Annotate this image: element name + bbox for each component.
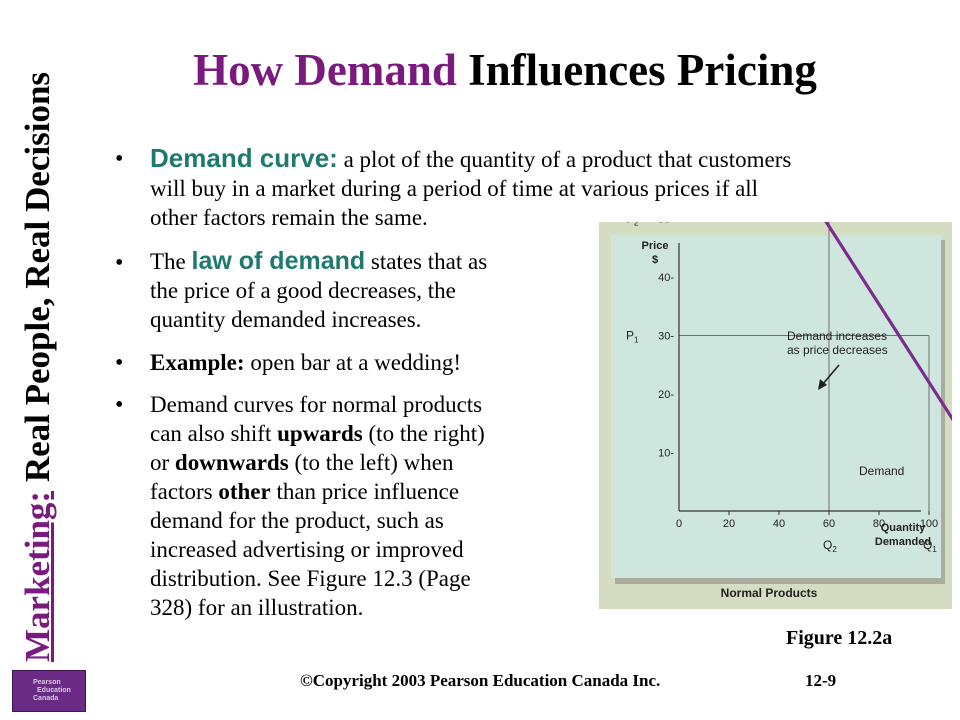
bold-other: other	[218, 479, 271, 504]
title-part-a: How Demand	[193, 45, 457, 95]
bullet-line: other factors remain the same.	[150, 205, 428, 230]
bullet-text: factors	[150, 479, 219, 504]
bullet-line: Demand curves for normal products	[150, 392, 483, 417]
annotation-arrowhead	[818, 379, 827, 390]
curve-annotation: Demand increases	[787, 329, 887, 343]
title-part-b: Influences Pricing	[456, 45, 817, 95]
copyright-footer: ©Copyright 2003 Pearson Education Canada…	[300, 671, 661, 690]
bullet-line: demand for the product, such as	[150, 508, 444, 533]
demand-curve-line	[824, 222, 952, 422]
bullet-line: quantity demanded increases.	[150, 307, 422, 332]
bullet-line: increased advertising or improved	[150, 537, 464, 562]
slide-number: 12-9	[805, 671, 837, 690]
bullet-text: (to the left) when	[288, 450, 454, 475]
bullet-line: the price of a good decreases, the	[150, 278, 456, 303]
bullet-line: Example: open bar at a wedding!	[150, 348, 590, 377]
bullet-law-of-demand: The law of demand states that as the pri…	[150, 247, 590, 334]
bullet-dot: •	[115, 250, 124, 276]
bullet-dot: •	[115, 146, 124, 172]
bullet-text: states that as	[365, 249, 488, 274]
bullet-line: Demand curve: a plot of the quantity of …	[150, 144, 910, 174]
logo-line: Canada	[33, 695, 59, 702]
term-demand-curve: Demand curve:	[150, 143, 338, 173]
bullet-line: factors other than price influence	[150, 477, 595, 506]
y-axis-unit: $	[652, 254, 658, 266]
price-marker-label: P2	[626, 222, 639, 228]
bullet-line: 328) for an illustration.	[150, 595, 364, 620]
bullet-dot: •	[115, 392, 124, 418]
side-label: Marketing: Real People, Real Decisions	[8, 22, 68, 662]
annotation-arrow	[821, 364, 840, 386]
bullet-example: Example: open bar at a wedding!	[150, 348, 590, 377]
bullet-line: or downwards (to the left) when	[150, 448, 595, 477]
y-tick-label: 50-	[658, 222, 674, 226]
bullet-text: than price influence	[270, 479, 460, 504]
plot-background	[611, 235, 941, 578]
example-label: Example:	[150, 350, 245, 375]
bullet-text: (to the right)	[362, 421, 485, 446]
x-tick-label: 40	[773, 518, 785, 530]
x-axis-label: Quantity	[881, 522, 926, 534]
logo-line: Pearson	[33, 679, 61, 686]
term-law-of-demand: law of demand	[191, 247, 366, 275]
x-tick-label: 20	[723, 518, 735, 530]
x-tick-label: 0	[676, 518, 682, 530]
curve-annotation-2: as price decreases	[787, 343, 888, 357]
x-tick-label: 100	[920, 518, 938, 530]
bullet-text: can also shift	[150, 421, 278, 446]
y-tick-label: 30-	[658, 331, 674, 343]
x-axis-label-2: Demanded	[875, 536, 931, 548]
page-title: How Demand Influences Pricing	[0, 44, 960, 96]
bold-downwards: downwards	[174, 450, 289, 475]
bold-upwards: upwards	[277, 421, 363, 446]
logo-line: Education	[37, 687, 71, 694]
side-label-marketing: Marketing:	[18, 490, 57, 662]
series-legend-label: Demand	[859, 464, 904, 478]
bullet-line: distribution. See Figure 12.3 (Page	[150, 566, 471, 591]
y-tick-label: 10-	[658, 448, 674, 460]
y-tick-label: 20-	[658, 389, 674, 401]
figure-caption: Figure 12.2a	[786, 627, 893, 649]
bullet-line: will buy in a market during a period of …	[150, 176, 759, 201]
bullet-text: The	[150, 249, 192, 274]
panel-caption: Normal Products	[721, 586, 818, 600]
x-tick-label: 60	[823, 518, 835, 530]
bullet-text: or	[150, 450, 175, 475]
bullet-demand-shift: Demand curves for normal products can al…	[150, 390, 595, 622]
bullet-dot: •	[115, 350, 124, 376]
bullet-line: The law of demand states that as	[150, 247, 590, 276]
y-axis-label: Price	[642, 240, 669, 252]
x-tick-label: 80	[873, 518, 885, 530]
publisher-logo: Pearson Education Canada	[12, 670, 86, 712]
bullet-line: can also shift upwards (to the right)	[150, 419, 595, 448]
bullet-demand-curve: Demand curve: a plot of the quantity of …	[150, 144, 910, 232]
side-label-subtitle: Real People, Real Decisions	[18, 71, 57, 491]
bullet-text: a plot of the quantity of a product that…	[337, 147, 792, 172]
bullet-text: open bar at a wedding!	[244, 350, 462, 375]
y-tick-label: 40-	[658, 272, 674, 284]
